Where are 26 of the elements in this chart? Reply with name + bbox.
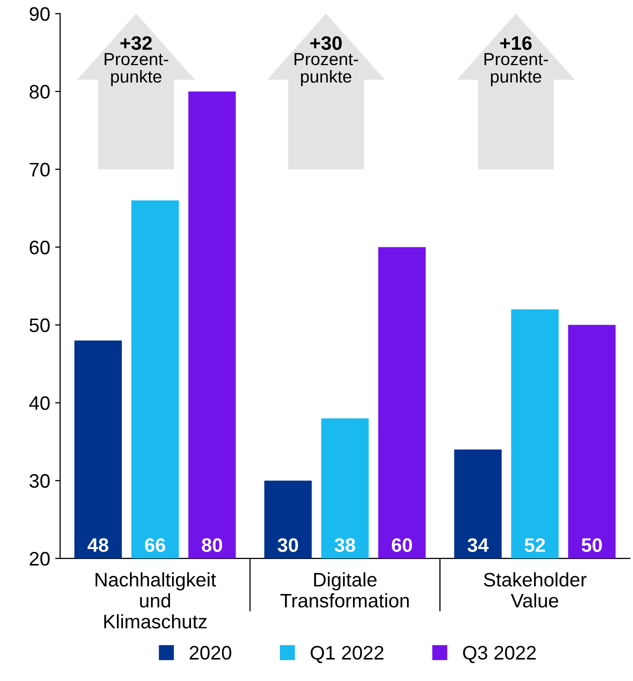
data-label: 38 <box>334 538 356 552</box>
x-tick-label: Stakeholder Value <box>484 572 586 608</box>
data-label: 60 <box>392 538 412 552</box>
y-tick-label: 20 <box>30 552 50 566</box>
data-label: 30 <box>278 538 298 552</box>
y-tick-label: 30 <box>30 474 50 488</box>
data-label: 80 <box>202 538 222 552</box>
y-tick-label: 60 <box>30 240 50 254</box>
data-label: 50 <box>582 538 602 552</box>
y-tick-label: 90 <box>30 7 50 21</box>
data-label: 34 <box>468 538 489 552</box>
y-tick-label: 50 <box>30 318 50 332</box>
y-tick-label: 80 <box>30 84 50 99</box>
legend-label: Q1 2022 <box>310 646 384 664</box>
y-tick-label: 40 <box>29 396 50 410</box>
data-label: 48 <box>88 538 108 552</box>
annotation: +30 Prozent- punkte <box>294 36 358 86</box>
x-tick-label: Digitale Transformation <box>280 572 409 608</box>
data-label: 52 <box>524 538 545 552</box>
data-label: 66 <box>144 538 166 552</box>
legend-label: Q3 2022 <box>463 646 536 664</box>
annotation: +16 Prozent- punkte <box>484 36 548 86</box>
x-tick-label: Nachhaltigkeit und Klimaschutz <box>96 572 216 628</box>
legend-label: 2020 <box>190 646 232 660</box>
annotation: +32 Prozent- punkte <box>104 36 168 86</box>
y-tick-label: 70 <box>30 162 50 177</box>
